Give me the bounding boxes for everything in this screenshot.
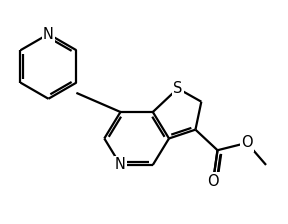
Text: N: N [115, 157, 126, 172]
Text: N: N [43, 27, 54, 42]
Text: S: S [173, 81, 183, 96]
Text: O: O [207, 174, 219, 189]
Text: O: O [241, 135, 253, 150]
